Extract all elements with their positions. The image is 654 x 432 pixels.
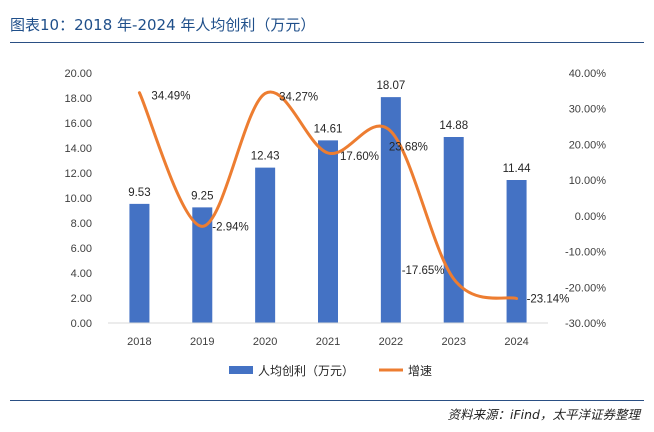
bar-2019 (192, 207, 213, 323)
bar-series (129, 97, 527, 323)
x-tick-label: 2019 (190, 336, 214, 348)
line-label-2020: 34.27% (279, 91, 318, 103)
bar-label-2019: 9.25 (191, 190, 213, 202)
bar-data-labels: 9.53 9.25 12.43 14.61 18.07 14.88 11.44 (128, 80, 531, 202)
line-data-labels: 34.49% -2.94% 34.27% 17.60% 23.68% -17.65% -23… (151, 91, 569, 306)
bar-label-2023: 14.88 (439, 120, 468, 132)
left-tick-label: 0.00 (71, 318, 92, 330)
bar-2018 (129, 203, 150, 323)
left-tick-label: 4.00 (71, 268, 92, 280)
left-tick-label: 16.00 (64, 118, 92, 130)
bar-label-2024: 11.44 (503, 163, 532, 175)
growth-line (137, 90, 519, 300)
left-axis-ticks: 0.00 2.00 4.00 6.00 8.00 10.00 12.00 14.00 16.00… (64, 68, 92, 330)
bar-2020 (255, 167, 276, 323)
bar-2022 (380, 97, 401, 323)
source-note: 资料来源：iFind，太平洋证券整理 (447, 407, 641, 422)
line-label-2019: -2.94% (212, 221, 248, 233)
right-tick-label: 40.00% (569, 68, 607, 80)
line-label-2021: 17.60% (340, 151, 379, 163)
bar-2024 (506, 180, 527, 323)
x-tick-label: 2024 (504, 336, 528, 348)
legend-bar-swatch (229, 366, 253, 374)
bar-label-2022: 18.07 (376, 80, 405, 92)
right-tick-label: 10.00% (569, 175, 607, 187)
x-tick-label: 2018 (127, 336, 151, 348)
right-tick-label: -20.00% (565, 282, 606, 294)
legend-bar-label: 人均创利（万元） (258, 364, 354, 378)
x-tick-label: 2021 (316, 336, 340, 348)
right-tick-label: -30.00% (565, 318, 606, 330)
left-tick-label: 10.00 (64, 193, 92, 205)
right-tick-label: 0.00% (575, 211, 606, 223)
bar-label-2021: 14.61 (314, 123, 343, 135)
legend: 人均创利（万元） 增速 (229, 364, 432, 378)
chart-title: 图表10：2018 年-2024 年人均创利（万元） (10, 16, 316, 34)
left-tick-label: 20.00 (64, 68, 92, 80)
left-tick-label: 8.00 (71, 218, 92, 230)
line-label-2024: -23.14% (527, 294, 570, 306)
right-axis-ticks: -30.00% -20.00% -10.00% 0.00% 10.00% 20.00% 30… (565, 68, 606, 330)
bar-2021 (318, 140, 338, 323)
x-tick-label: 2020 (253, 336, 277, 348)
line-label-2023: -17.65% (402, 265, 445, 277)
right-tick-label: 30.00% (569, 104, 607, 116)
left-tick-label: 2.00 (71, 293, 92, 305)
line-label-2022: 23.68% (389, 141, 428, 153)
legend-line-label: 增速 (408, 364, 432, 378)
title-divider (10, 42, 644, 43)
bar-2023 (443, 137, 464, 323)
left-tick-label: 18.00 (64, 93, 92, 105)
left-tick-label: 6.00 (71, 243, 92, 255)
left-tick-label: 12.00 (64, 168, 92, 180)
right-tick-label: -10.00% (565, 247, 606, 259)
x-axis-ticks: 2018 2019 2020 2021 2022 2023 2024 (127, 336, 529, 348)
right-tick-label: 20.00% (569, 139, 607, 151)
left-tick-label: 14.00 (64, 143, 92, 155)
bar-label-2020: 12.43 (251, 151, 280, 163)
bar-label-2018: 9.53 (128, 187, 150, 199)
x-tick-label: 2022 (379, 336, 403, 348)
x-tick-label: 2023 (441, 336, 465, 348)
footer-divider (10, 400, 644, 401)
line-label-2018: 34.49% (151, 91, 190, 103)
